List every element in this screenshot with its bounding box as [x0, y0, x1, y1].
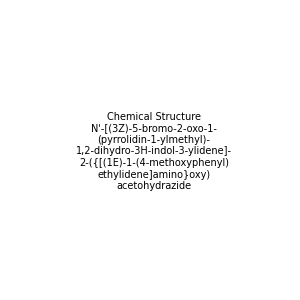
Text: Chemical Structure
N'-[(3Z)-5-bromo-2-oxo-1-
(pyrrolidin-1-ylmethyl)-
1,2-dihydr: Chemical Structure N'-[(3Z)-5-bromo-2-ox…: [76, 112, 232, 191]
